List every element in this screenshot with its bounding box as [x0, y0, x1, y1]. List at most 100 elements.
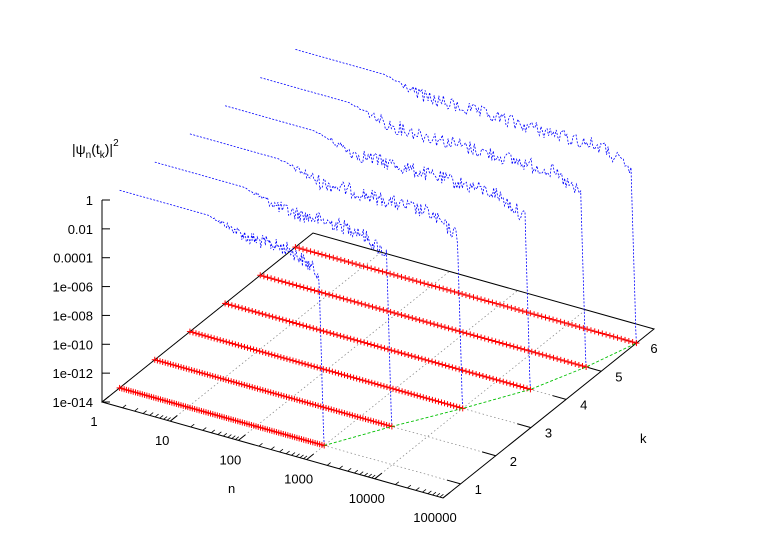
- series-red-marker: [328, 406, 335, 413]
- series-red-marker: [479, 373, 486, 380]
- series-red-marker: [557, 356, 564, 363]
- series-red-marker: [519, 308, 526, 315]
- x-minor-tick: [299, 454, 304, 459]
- series-red-marker: [283, 355, 290, 362]
- series-red-marker: [542, 314, 549, 321]
- series-red-marker: [317, 327, 324, 334]
- series-red-marker: [398, 312, 405, 319]
- series-red-marker: [411, 391, 418, 398]
- axes-frame: [100, 232, 656, 499]
- series-red-marker: [402, 313, 409, 320]
- series-red-marker: [417, 279, 424, 286]
- series-red-marker: [371, 266, 378, 273]
- series-red-marker: [584, 326, 591, 333]
- series-red-marker: [193, 368, 200, 375]
- series-red-marker: [334, 331, 341, 338]
- series-red-marker: [470, 294, 477, 301]
- series-red-marker: [162, 359, 169, 366]
- series-red-marker: [330, 330, 337, 337]
- series-red-marker: [496, 339, 503, 346]
- x-minor-tick: [422, 489, 427, 493]
- y-tick-label: 3: [545, 426, 552, 441]
- series-blue-line: [295, 49, 637, 344]
- series-red-marker: [207, 372, 214, 379]
- series-red-marker: [439, 361, 446, 368]
- series-red-marker: [327, 330, 334, 337]
- series-red-marker: [383, 269, 390, 276]
- series-red-marker: [595, 329, 602, 336]
- series-red-marker: [296, 397, 303, 404]
- series-red-marker: [517, 345, 524, 352]
- series-red-marker: [259, 349, 266, 356]
- series-red-marker: [599, 330, 606, 337]
- series-red-marker: [368, 379, 375, 386]
- series-red-marker: [469, 370, 476, 377]
- z-label-prefix: |ψ: [72, 141, 86, 157]
- z-tick-label: 1: [86, 193, 93, 208]
- x-minor-tick: [367, 473, 372, 478]
- x-minor-tick: [407, 484, 412, 489]
- x-minor-tick: [149, 412, 154, 416]
- series-red-marker: [293, 320, 300, 327]
- series-red-marker: [212, 373, 219, 380]
- x-tick-label: 100000: [413, 510, 456, 525]
- series-red-marker: [428, 282, 435, 289]
- series-red-marker: [527, 386, 534, 393]
- x-minor-tick: [415, 487, 420, 491]
- series-red-marker: [513, 382, 520, 389]
- x-minor-tick: [270, 446, 275, 450]
- z-tick-label: 1e-006: [53, 280, 93, 295]
- series-red-marker: [633, 340, 640, 347]
- series-red-marker: [350, 374, 357, 381]
- x-minor-tick: [231, 435, 236, 439]
- grid-line-n: [306, 290, 518, 460]
- series-red-marker: [383, 384, 390, 391]
- series-red-marker: [344, 372, 351, 379]
- series-red-marker: [228, 378, 235, 385]
- series-red-marker: [493, 376, 500, 383]
- series-red-marker: [271, 352, 278, 359]
- series-red-marker: [396, 387, 403, 394]
- y-tick-mark: [587, 366, 602, 372]
- series-red-marker: [371, 342, 378, 349]
- series-red-marker: [233, 379, 240, 386]
- series-red-marker: [293, 282, 300, 289]
- series-red-marker: [356, 376, 363, 383]
- series-red-marker: [517, 383, 524, 390]
- series-red-marker: [241, 343, 248, 350]
- series-red-marker: [500, 378, 507, 385]
- z-label-sup: 2: [113, 138, 119, 149]
- series-blue-line: [154, 161, 393, 427]
- series-red-marker: [387, 270, 394, 277]
- series-red-marker: [341, 372, 348, 379]
- series-red-marker: [202, 332, 209, 339]
- series-red-marker: [277, 354, 284, 361]
- series-red-marker: [317, 403, 324, 410]
- series-red-marker: [416, 317, 423, 324]
- series-red-marker: [415, 354, 422, 361]
- series-red-marker: [476, 372, 483, 379]
- series-red-marker: [170, 361, 177, 368]
- series-red-marker: [232, 341, 239, 348]
- series-red-marker: [367, 341, 374, 348]
- series-red-marker: [399, 388, 406, 395]
- series-red-marker: [326, 367, 333, 374]
- series-red-marker: [217, 375, 224, 382]
- series-red-marker: [450, 402, 457, 409]
- series-red-marker: [196, 331, 203, 338]
- series-red-marker: [521, 346, 528, 353]
- series-red-marker: [412, 316, 419, 323]
- series-red-marker: [462, 368, 469, 375]
- series-red-marker: [235, 304, 242, 311]
- y-tick-label: 5: [615, 369, 622, 384]
- y-tick-mark: [481, 451, 496, 457]
- series-red-marker: [320, 404, 327, 411]
- series-layer: [116, 49, 640, 449]
- series-red-marker: [380, 306, 387, 313]
- series-red-marker: [412, 353, 419, 360]
- x-minor-tick: [295, 453, 300, 457]
- series-blue-line: [224, 105, 531, 390]
- series-red-marker: [360, 263, 367, 270]
- series-red-marker: [189, 329, 196, 336]
